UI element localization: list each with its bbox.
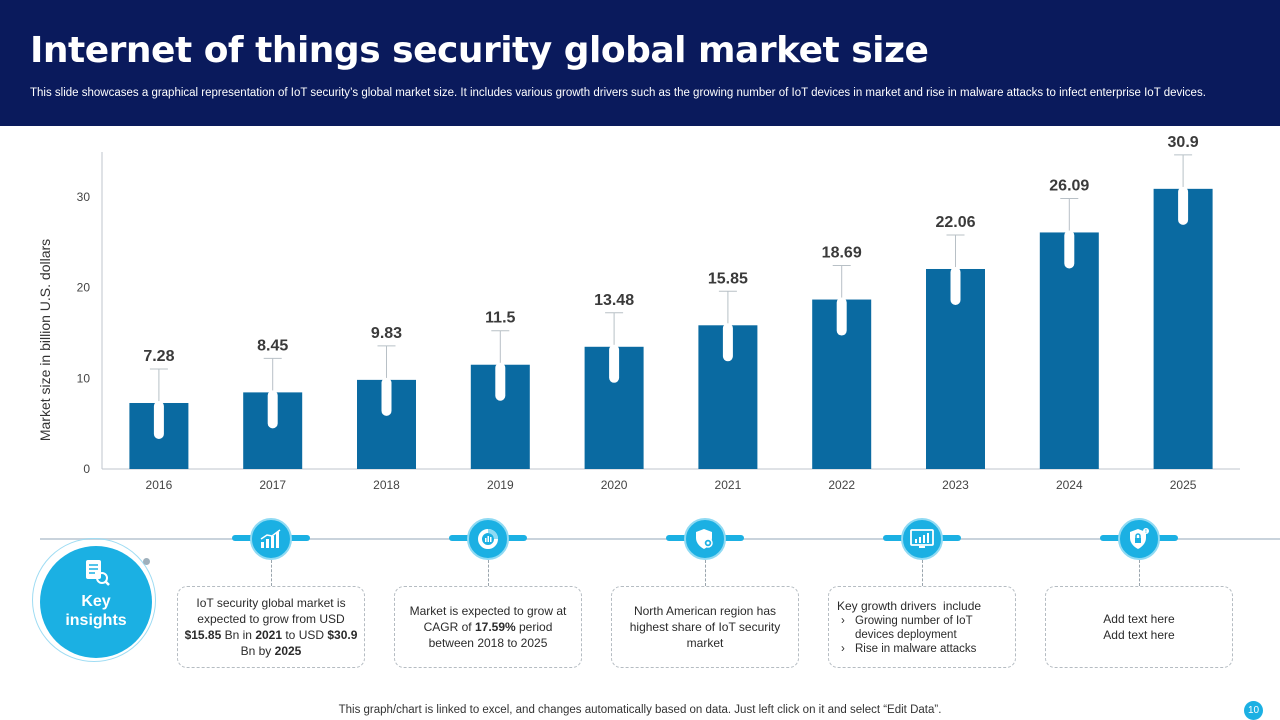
- data-label-2023: 22.06: [935, 214, 975, 231]
- callout-pin: [267, 390, 278, 429]
- data-label-2024: 26.09: [1049, 177, 1089, 194]
- card-4-heading: Key growth drivers include: [837, 599, 982, 613]
- card-5-line-1: Add text here: [1103, 612, 1175, 626]
- x-tick-label: 2021: [715, 478, 742, 492]
- card-1-bold-d: 2025: [274, 644, 302, 658]
- x-tick-label: 2023: [942, 478, 969, 492]
- data-label-2021: 15.85: [708, 270, 748, 287]
- insight-card-4: Key growth drivers include Growing numbe…: [828, 586, 1016, 668]
- card-1-bold-b: 2021: [255, 628, 283, 642]
- card-5-line-2: Add text here: [1103, 628, 1175, 642]
- data-label-2020: 13.48: [594, 292, 634, 309]
- data-label-2016: 7.28: [143, 348, 174, 365]
- card-2-bold-a: 17.59%: [474, 620, 516, 634]
- card-1-text-b: Bn in: [221, 628, 256, 642]
- footer-note: This graph/chart is linked to excel, and…: [338, 704, 942, 716]
- card-1-bold-c: $30.9: [327, 628, 358, 642]
- key-insights-dot: [143, 558, 150, 565]
- node-1: [250, 518, 292, 560]
- connector-4: [922, 560, 923, 586]
- card-1-bold-a: $15.85: [184, 628, 222, 642]
- insight-card-1: IoT security global market is expected t…: [177, 586, 365, 668]
- insight-card-3-text: North American region has highest share …: [629, 604, 781, 650]
- x-tick-label: 2024: [1056, 478, 1083, 492]
- y-tick-label: 30: [77, 190, 91, 204]
- bar-2024[interactable]: [1039, 232, 1099, 469]
- data-label-2025: 30.9: [1168, 134, 1199, 151]
- data-label-2022: 18.69: [822, 245, 862, 262]
- node-5: !: [1118, 518, 1160, 560]
- card-4-bullets: Growing number of IoT devices deployment…: [837, 614, 1007, 656]
- page-number: 10: [1244, 701, 1263, 720]
- insight-card-2: Market is expected to grow at CAGR of 17…: [394, 586, 582, 668]
- document-search-icon: [86, 560, 110, 586]
- y-tick-label: 20: [77, 281, 91, 295]
- node-4: [901, 518, 943, 560]
- svg-text:!: !: [1145, 529, 1147, 535]
- y-tick-label: 0: [83, 462, 90, 476]
- card-4-bullet-2: Rise in malware attacks: [841, 642, 1007, 656]
- key-insights-badge: Key insights: [40, 546, 152, 658]
- x-tick-label: 2020: [601, 478, 628, 492]
- callout-pin: [950, 266, 961, 305]
- key-insights-ring: [32, 538, 156, 662]
- node-2: [467, 518, 509, 560]
- key-insights-label-2: insights: [65, 612, 127, 629]
- card-2-text-a: Market is expected to grow at CAGR of: [409, 604, 567, 634]
- shield-lock-icon: !: [1130, 528, 1149, 549]
- node-3: [684, 518, 726, 560]
- x-tick-label: 2019: [487, 478, 514, 492]
- callout-pin: [153, 400, 164, 439]
- monitor-chart-icon: [910, 529, 934, 548]
- connector-2: [488, 560, 489, 586]
- timeline-line: [40, 538, 1280, 540]
- callout-pin: [722, 323, 733, 362]
- connector-3: [705, 560, 706, 586]
- x-tick-label: 2017: [259, 478, 286, 492]
- card-4-bullet-1: Growing number of IoT devices deployment: [841, 614, 1007, 642]
- bar-2025[interactable]: [1153, 188, 1213, 469]
- card-1-text-c: to USD: [282, 628, 328, 642]
- market-size-bar-chart[interactable]: Market size in billion U.S. dollars 0 10 2…: [0, 126, 1280, 506]
- y-axis-label: Market size in billion U.S. dollars: [37, 239, 53, 441]
- connector-5: [1139, 560, 1140, 586]
- data-label-2018: 9.83: [371, 325, 402, 342]
- card-2-text-b: period between 2018 to 2025: [428, 620, 553, 650]
- callout-pin: [1178, 186, 1189, 225]
- callout-pin: [381, 377, 392, 416]
- card-1-text-a: IoT security global market is expected t…: [196, 596, 346, 626]
- x-tick-label: 2025: [1170, 478, 1197, 492]
- insight-card-2-text: Market is expected to grow at CAGR of 17…: [405, 603, 571, 651]
- key-insights-label-1: Key: [81, 593, 111, 610]
- insight-card-3: North American region has highest share …: [611, 586, 799, 668]
- shield-gear-icon: [696, 529, 713, 549]
- card-1-text-d: Bn by: [240, 644, 275, 658]
- data-label-2019: 11.5: [485, 310, 515, 327]
- callout-pin: [1064, 230, 1075, 269]
- data-label-2017: 8.45: [257, 337, 288, 354]
- page-subtitle: This slide showcases a graphical represe…: [30, 87, 1206, 99]
- callout-pin: [836, 297, 847, 336]
- y-tick-label: 10: [77, 371, 91, 385]
- bar-chart-growth-icon: [260, 529, 281, 548]
- x-tick-label: 2018: [373, 478, 400, 492]
- insight-card-1-text: IoT security global market is expected t…: [178, 595, 364, 659]
- callout-pin: [609, 344, 620, 383]
- connector-1: [271, 560, 272, 586]
- page-title: Internet of things security global marke…: [30, 30, 929, 71]
- donut-chart-icon: [478, 529, 498, 549]
- insight-card-5[interactable]: Add text here Add text here: [1045, 586, 1233, 668]
- x-tick-label: 2016: [146, 478, 173, 492]
- callout-pin: [495, 362, 506, 401]
- x-tick-label: 2022: [828, 478, 855, 492]
- slide-header: Internet of things security global marke…: [0, 0, 1280, 126]
